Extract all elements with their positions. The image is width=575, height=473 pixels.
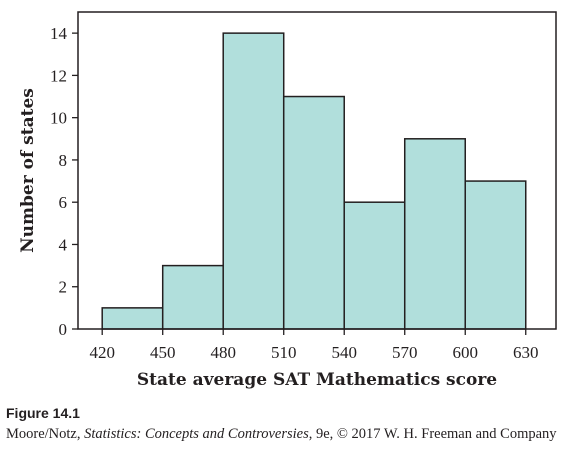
x-tick-label: 480: [210, 343, 236, 362]
y-tick-label: 2: [59, 278, 68, 297]
x-tick-label: 600: [452, 343, 478, 362]
x-tick-label: 540: [331, 343, 357, 362]
figure-number: Figure 14.1: [6, 405, 80, 421]
bar-600-630: [464, 180, 527, 330]
credit-authors: Moore/Notz,: [6, 426, 85, 442]
y-tick-label: 10: [50, 109, 67, 128]
x-ticks-group: 420 450 480 510 540 570 600 630: [89, 329, 538, 362]
bar-420-450: [101, 307, 164, 330]
y-tick-label: 14: [50, 24, 68, 43]
y-ticks-group: 0 2 4 6 8 10 12 14: [50, 24, 78, 339]
bar-450-480: [161, 264, 224, 330]
figure-caption: Figure 14.1 Moore/Notz, Statistics: Conc…: [6, 404, 566, 444]
figure-credit: Moore/Notz, Statistics: Concepts and Con…: [6, 425, 566, 444]
bar-480-510: [222, 32, 285, 330]
x-axis-title: State average SAT Mathematics score: [137, 370, 497, 390]
plot-frame: [77, 11, 557, 330]
y-axis-title: Number of states: [18, 88, 38, 253]
y-tick-label: 4: [59, 235, 68, 254]
bars-group: [101, 32, 527, 330]
y-tick-label: 8: [59, 151, 68, 170]
bar-570-600: [403, 138, 466, 330]
histogram-chart: 0 2 4 6 8 10 12 14 420 450 480 510 540 570 600 630 Sta…: [18, 11, 557, 390]
y-tick-label: 6: [59, 193, 68, 212]
y-tick-label: 12: [50, 66, 67, 85]
y-tick-label: 0: [59, 320, 68, 339]
bar-510-540: [282, 95, 345, 330]
x-tick-label: 630: [513, 343, 539, 362]
x-tick-label: 510: [271, 343, 297, 362]
x-tick-label: 450: [150, 343, 176, 362]
bar-540-570: [343, 201, 406, 330]
x-tick-label: 420: [89, 343, 115, 362]
credit-book-title: Statistics: Concepts and Controversies: [84, 426, 309, 442]
credit-edition: , 9e, © 2017 W. H. Freeman and Company: [308, 426, 557, 442]
x-tick-label: 570: [392, 343, 418, 362]
